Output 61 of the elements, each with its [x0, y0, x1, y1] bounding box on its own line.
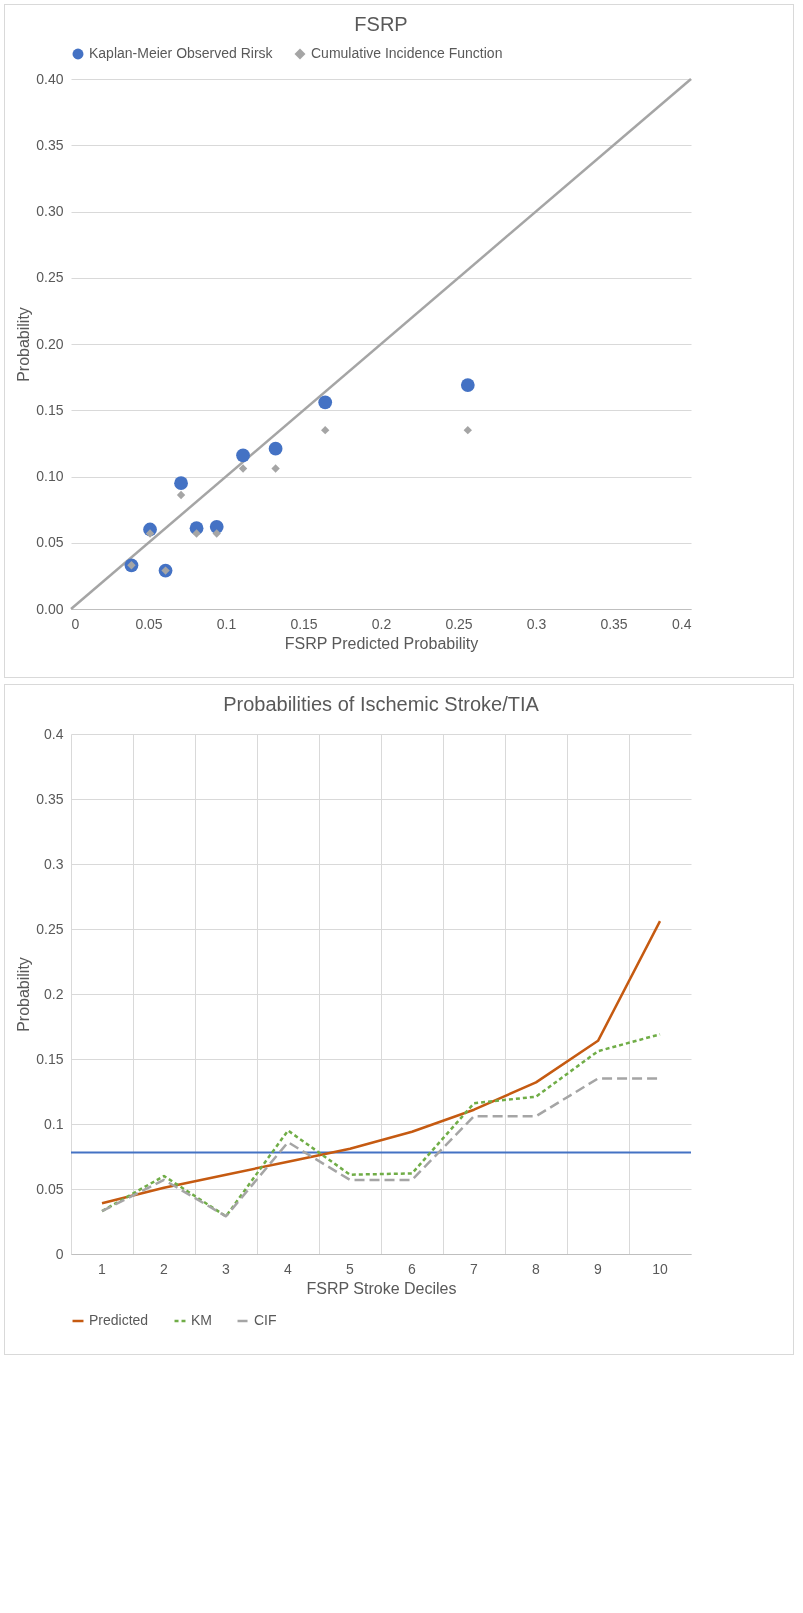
y-tick-label: 0.1: [44, 1115, 64, 1132]
chart-title: FSRP: [354, 13, 408, 35]
point: [176, 490, 186, 500]
x-tick-label: 1: [98, 1260, 107, 1277]
point: [236, 448, 250, 463]
point: [318, 395, 333, 410]
y-tick-label: 0.2: [44, 985, 64, 1002]
point: [463, 425, 472, 435]
point: [212, 529, 221, 538]
y-tick-label: 0.35: [36, 136, 64, 153]
legend-label: Kaplan-Meier Observed Rirsk: [89, 45, 274, 61]
y-tick-label: 0.40: [36, 70, 64, 87]
x-tick-label: 6: [408, 1260, 417, 1277]
x-tick-label: 0.4: [672, 615, 692, 632]
y-tick-label: 0.4: [44, 725, 64, 742]
y-axis-title: Probability: [15, 307, 33, 382]
y-tick-label: 0.30: [36, 203, 64, 219]
y-tick-label: 0.05: [36, 534, 64, 551]
x-tick-label: 0.15: [290, 615, 318, 632]
x-tick-label: 7: [470, 1260, 479, 1277]
x-axis-title: FSRP Stroke Deciles: [306, 1279, 457, 1297]
legend-label: KM: [191, 1312, 212, 1328]
x-tick-label: 0.2: [371, 615, 392, 632]
x-tick-label: 0.35: [600, 615, 628, 632]
x-tick-label: 2: [160, 1260, 169, 1277]
y-axis-title: Probability: [15, 957, 33, 1032]
x-tick-label: 0.1: [216, 615, 237, 632]
point: [268, 441, 283, 456]
x-tick-label: 10: [652, 1260, 668, 1277]
x-tick-label: 4: [284, 1260, 293, 1277]
y-tick-label: 0.35: [36, 790, 64, 807]
point: [192, 529, 201, 538]
legend-label: Cumulative Incidence Function: [311, 45, 503, 61]
point: [321, 425, 330, 435]
y-tick-label: 0.25: [36, 269, 64, 286]
y-tick-label: 0.15: [36, 401, 64, 418]
x-tick-label: 5: [346, 1260, 355, 1277]
y-tick-label: 0.10: [36, 468, 64, 484]
point: [460, 378, 475, 392]
y-tick-label: 0.25: [36, 920, 64, 937]
x-axis-title: FSRP Predicted Probability: [284, 634, 479, 652]
chart-title: Probabilities of Ischemic Stroke/TIA: [223, 693, 540, 715]
point: [271, 464, 280, 473]
x-tick-label: 0.25: [445, 615, 473, 632]
legend-label: Predicted: [89, 1312, 149, 1328]
x-tick-label: 0: [71, 615, 80, 632]
x-tick-label: 0.3: [526, 615, 547, 632]
x-tick-label: 3: [222, 1260, 231, 1277]
y-tick-label: 0.20: [36, 335, 64, 352]
x-tick-label: 9: [594, 1260, 603, 1277]
y-tick-label: 0.05: [36, 1180, 64, 1197]
point: [174, 476, 188, 490]
y-tick-label: 0: [55, 1245, 64, 1262]
point: [238, 464, 248, 473]
x-tick-label: 8: [532, 1260, 541, 1277]
y-tick-label: 0.00: [36, 600, 64, 617]
legend-label: CIF: [254, 1312, 277, 1328]
line-series: [100, 919, 662, 1205]
x-tick-label: 0.05: [135, 615, 163, 632]
y-tick-label: 0.15: [36, 1050, 64, 1067]
y-tick-label: 0.3: [44, 855, 64, 872]
